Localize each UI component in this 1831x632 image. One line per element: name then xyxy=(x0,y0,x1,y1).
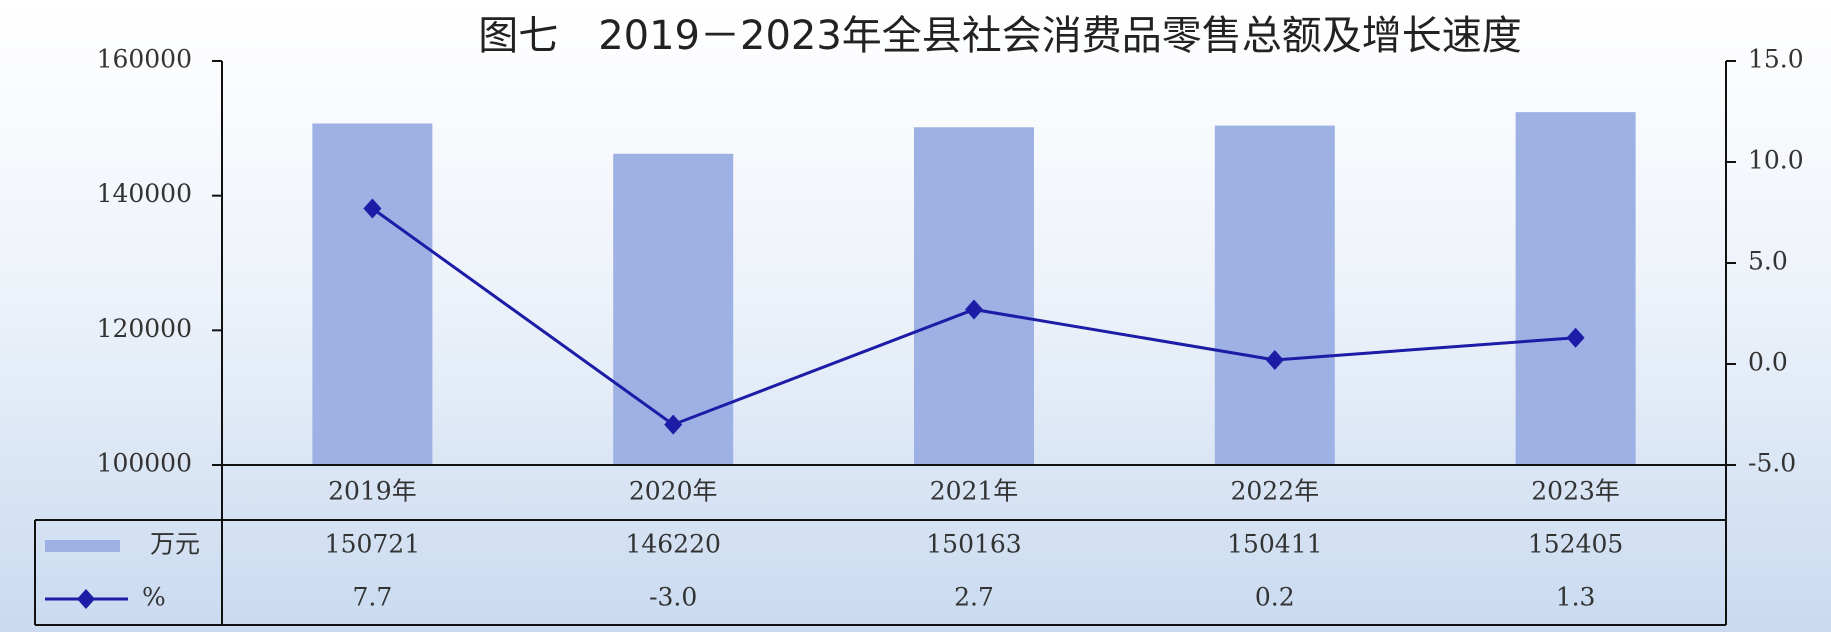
legend-swatch xyxy=(45,540,120,552)
bar xyxy=(1515,112,1636,466)
table-cell: 2.7 xyxy=(954,583,994,612)
table-cell: 152405 xyxy=(1528,530,1623,559)
bar xyxy=(914,127,1034,465)
y-tick-label: 160000 xyxy=(97,45,192,74)
table-cell: 7.7 xyxy=(353,583,393,612)
x-tick-label: 2021年 xyxy=(930,477,1019,506)
table-cell: 150721 xyxy=(325,530,420,559)
table-cell: 1.3 xyxy=(1556,583,1596,612)
y2-tick-label: 15.0 xyxy=(1748,45,1804,74)
table-grid xyxy=(34,61,1727,626)
legend-marker xyxy=(77,589,95,609)
y-tick-label: 120000 xyxy=(97,314,192,343)
y-tick-label: 140000 xyxy=(97,179,192,208)
x-tick-label: 2020年 xyxy=(629,477,718,506)
x-tick-label: 2022年 xyxy=(1230,477,1319,506)
table-cell: 150163 xyxy=(926,530,1021,559)
y2-tick-label: 10.0 xyxy=(1748,146,1804,175)
marker xyxy=(1265,349,1284,370)
table-cell: 150411 xyxy=(1227,530,1322,559)
table-cell: -3.0 xyxy=(649,583,697,612)
y2-tick-label: 0.0 xyxy=(1748,348,1788,377)
marker xyxy=(965,299,983,320)
marker xyxy=(363,198,382,219)
chart-title: 图七 2019－2023年全县社会消费品零售总额及增长速度 xyxy=(478,13,1522,59)
bar xyxy=(312,123,433,465)
bar xyxy=(613,153,734,465)
y2-tick-label: 5.0 xyxy=(1748,247,1788,276)
marker xyxy=(664,414,683,435)
y-tick-label: 100000 xyxy=(97,449,192,478)
y2-tick-label: -5.0 xyxy=(1748,449,1796,478)
legend-label: 万元 xyxy=(150,530,200,559)
x-tick-label: 2023年 xyxy=(1531,477,1620,506)
bar xyxy=(1214,125,1335,466)
table-cell: 0.2 xyxy=(1255,583,1295,612)
x-tick-label: 2019年 xyxy=(328,477,417,506)
marker xyxy=(1566,327,1585,348)
plot: 100000 120000 140000 160000 -5.0 0.0 5.0 10.0 15… xyxy=(45,45,1804,612)
legend-label: % xyxy=(142,583,166,612)
table-cell: 146220 xyxy=(625,530,720,559)
